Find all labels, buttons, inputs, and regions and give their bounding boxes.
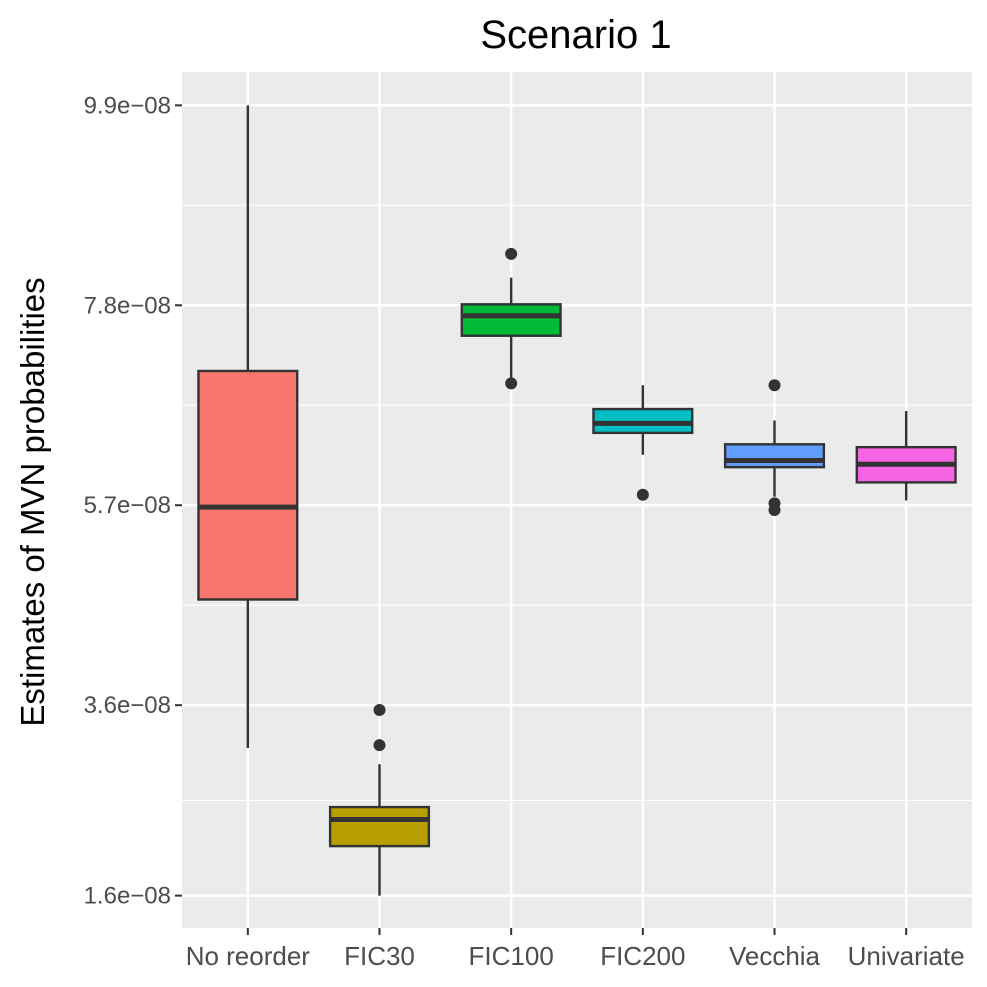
y-axis-label: Estimates of MVN probabilities xyxy=(14,277,51,726)
minor-gridlines xyxy=(182,204,972,802)
x-tick-label: FIC100 xyxy=(469,941,554,971)
box-fic100 xyxy=(460,247,562,390)
outlier-point xyxy=(373,703,386,716)
y-tick-label: 1.6e−08 xyxy=(84,883,171,910)
box-fic200 xyxy=(592,385,694,501)
chart-title: Scenario 1 xyxy=(480,13,671,57)
box-univariate xyxy=(855,410,957,501)
outlier-point xyxy=(505,247,518,260)
y-tick-label: 7.8e−08 xyxy=(84,292,171,319)
box-iqr xyxy=(460,303,562,337)
outlier-point xyxy=(373,739,386,752)
boxes xyxy=(197,105,957,896)
y-tick-label: 5.7e−08 xyxy=(84,492,171,519)
outlier-point xyxy=(768,503,781,516)
box-vecchia xyxy=(723,379,826,516)
plot-panel xyxy=(182,72,972,928)
box-iqr xyxy=(197,369,299,601)
outlier-point xyxy=(768,379,781,392)
x-tick-label: FIC200 xyxy=(600,941,685,971)
box-fic30 xyxy=(328,703,431,896)
y-axis: 1.6e−08 3.6e−08 5.7e−08 7.8e−08 9.9e−08 xyxy=(84,92,182,910)
x-tick-label: FIC30 xyxy=(344,941,415,971)
box-iqr xyxy=(328,805,431,848)
x-axis: No reorder FIC30 FIC100 FIC200 Vecchia Univar… xyxy=(186,928,965,971)
outlier-point xyxy=(505,377,518,390)
y-tick-label: 3.6e−08 xyxy=(84,692,171,719)
box-iqr xyxy=(723,443,826,469)
outlier-point xyxy=(636,488,649,501)
x-tick-label: Univariate xyxy=(848,941,965,971)
box-no-reorder xyxy=(197,105,299,749)
x-tick-label: Vecchia xyxy=(729,941,821,971)
x-tick-label: No reorder xyxy=(186,941,311,971)
y-tick-label: 9.9e−08 xyxy=(84,92,171,119)
